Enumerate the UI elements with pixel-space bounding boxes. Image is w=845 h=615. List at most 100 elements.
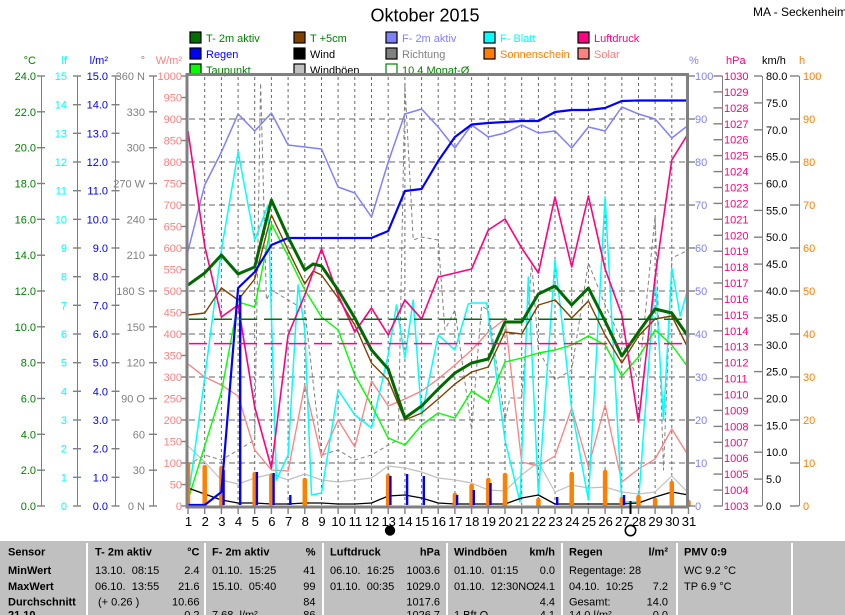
svg-text:Solar: Solar — [594, 49, 620, 61]
svg-text:1023: 1023 — [724, 183, 748, 195]
svg-text:210: 210 — [127, 250, 145, 262]
svg-text:16.0: 16.0 — [15, 214, 36, 226]
svg-text:1013: 1013 — [724, 342, 748, 354]
svg-text:22.0: 22.0 — [15, 107, 36, 119]
svg-text:15.0: 15.0 — [766, 420, 787, 432]
svg-text:01.10. 15:25: 01.10. 15:25 — [212, 565, 276, 577]
svg-text:15.10. 05:40: 15.10. 05:40 — [212, 581, 276, 593]
svg-text:15: 15 — [55, 71, 67, 83]
svg-text:2: 2 — [202, 514, 209, 529]
svg-text:29: 29 — [648, 514, 662, 529]
svg-text:10.0: 10.0 — [15, 322, 36, 334]
svg-text:8.0: 8.0 — [21, 358, 36, 370]
svg-text:1025: 1025 — [724, 151, 748, 163]
svg-text:25.0: 25.0 — [766, 367, 787, 379]
svg-text:l/m²: l/m² — [90, 55, 109, 67]
svg-text:6: 6 — [61, 329, 67, 341]
svg-text:1030: 1030 — [724, 71, 748, 83]
svg-text:MA - Seckenheim: MA - Seckenheim — [753, 5, 845, 19]
svg-text:17: 17 — [448, 514, 462, 529]
svg-text:1022: 1022 — [724, 198, 748, 210]
svg-text:Luftdruck: Luftdruck — [594, 33, 640, 45]
svg-text:1026: 1026 — [724, 135, 748, 147]
svg-text:14.0 l/m²: 14.0 l/m² — [569, 610, 612, 615]
svg-text:330: 330 — [127, 107, 145, 119]
svg-text:%: % — [689, 55, 699, 67]
svg-text:600: 600 — [164, 243, 182, 255]
svg-text:0: 0 — [695, 501, 701, 513]
svg-text:13.10. 08:15: 13.10. 08:15 — [95, 565, 159, 577]
svg-text:1014: 1014 — [724, 326, 748, 338]
svg-text:13.0: 13.0 — [87, 128, 108, 140]
svg-text:0.0: 0.0 — [653, 610, 668, 615]
svg-text:45.0: 45.0 — [766, 259, 787, 271]
svg-text:1017.6: 1017.6 — [406, 597, 440, 609]
svg-text:25: 25 — [582, 514, 596, 529]
svg-text:1026.7: 1026.7 — [406, 610, 440, 615]
svg-text:04.10. 10:25: 04.10. 10:25 — [569, 581, 633, 593]
svg-text:650: 650 — [164, 222, 182, 234]
svg-text:1007: 1007 — [724, 437, 748, 449]
svg-text:MaxWert: MaxWert — [8, 581, 54, 593]
svg-text:TP 6.9 °C: TP 6.9 °C — [684, 581, 732, 593]
svg-text:7: 7 — [285, 514, 292, 529]
svg-text:01.10. 01:15: 01.10. 01:15 — [454, 565, 518, 577]
svg-text:20: 20 — [695, 415, 707, 427]
svg-text:86: 86 — [303, 610, 315, 615]
svg-text:60: 60 — [133, 429, 145, 441]
svg-text:06.10. 13:55: 06.10. 13:55 — [95, 581, 159, 593]
svg-text:5: 5 — [61, 358, 67, 370]
svg-text:T +5cm: T +5cm — [310, 33, 347, 45]
svg-text:2: 2 — [61, 444, 67, 456]
svg-text:1: 1 — [61, 472, 67, 484]
svg-text:20: 20 — [498, 514, 512, 529]
svg-text:40.0: 40.0 — [766, 286, 787, 298]
svg-text:9.0: 9.0 — [93, 243, 108, 255]
svg-text:1027: 1027 — [724, 119, 748, 131]
svg-text:°C: °C — [187, 547, 199, 559]
svg-text:10.66: 10.66 — [172, 597, 200, 609]
svg-text:Regen: Regen — [206, 49, 238, 61]
svg-text:200: 200 — [164, 415, 182, 427]
svg-text:4.1: 4.1 — [540, 610, 555, 615]
svg-text:30.0: 30.0 — [766, 340, 787, 352]
svg-text:10.0: 10.0 — [87, 214, 108, 226]
svg-text:1028: 1028 — [724, 103, 748, 115]
svg-text:0: 0 — [176, 501, 182, 513]
svg-text:WC 9.2 °C: WC 9.2 °C — [684, 565, 736, 577]
svg-text:Sonnenschein: Sonnenschein — [500, 49, 570, 61]
svg-text:1020: 1020 — [724, 230, 748, 242]
svg-text:8: 8 — [61, 272, 67, 284]
svg-text:Oktober 2015: Oktober 2015 — [370, 6, 479, 26]
svg-text:150: 150 — [127, 322, 145, 334]
svg-text:Luftdruck: Luftdruck — [330, 547, 382, 559]
svg-text:65.0: 65.0 — [766, 152, 787, 164]
svg-text:7: 7 — [61, 300, 67, 312]
svg-text:60: 60 — [695, 243, 707, 255]
svg-text:7.2: 7.2 — [653, 581, 668, 593]
svg-text:1000: 1000 — [158, 71, 182, 83]
svg-text:22: 22 — [532, 514, 546, 529]
svg-text:12.0: 12.0 — [87, 157, 108, 169]
svg-text:3: 3 — [61, 415, 67, 427]
svg-text:19: 19 — [482, 514, 496, 529]
svg-text:24: 24 — [565, 514, 579, 529]
svg-text:90 O: 90 O — [121, 394, 145, 406]
svg-text:3.0: 3.0 — [93, 415, 108, 427]
svg-text:10: 10 — [331, 514, 345, 529]
svg-text:PMV 0:9: PMV 0:9 — [684, 547, 727, 559]
svg-text:15.0: 15.0 — [87, 71, 108, 83]
svg-text:100: 100 — [803, 71, 821, 83]
svg-text:Richtung: Richtung — [402, 49, 445, 61]
svg-text:1016: 1016 — [724, 294, 748, 306]
svg-text:5.0: 5.0 — [93, 358, 108, 370]
svg-text:20.0: 20.0 — [766, 394, 787, 406]
svg-text:2.0: 2.0 — [21, 465, 36, 477]
svg-text:250: 250 — [164, 394, 182, 406]
svg-text:7.0: 7.0 — [93, 300, 108, 312]
svg-text:180 S: 180 S — [116, 286, 145, 298]
svg-text:99: 99 — [303, 581, 315, 593]
svg-text:11: 11 — [56, 186, 67, 198]
svg-text:11: 11 — [349, 514, 363, 529]
svg-text:100: 100 — [695, 71, 713, 83]
